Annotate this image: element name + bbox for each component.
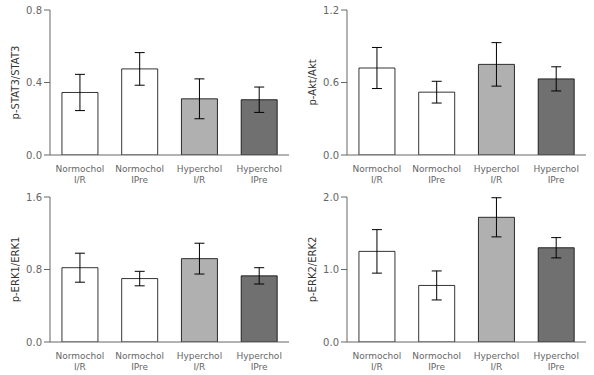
- svg-text:HypercholI/R: HypercholI/R: [474, 351, 520, 372]
- svg-text:HypercholI/R: HypercholI/R: [177, 164, 223, 185]
- svg-text:NormocholI/R: NormocholI/R: [56, 351, 105, 372]
- svg-text:HypercholI/R: HypercholI/R: [177, 351, 223, 372]
- svg-text:HypercholIPre: HypercholIPre: [236, 164, 282, 185]
- svg-text:0.8: 0.8: [26, 5, 42, 16]
- svg-text:p-Akt/Akt: p-Akt/Akt: [307, 59, 318, 105]
- svg-text:0.0: 0.0: [323, 337, 339, 348]
- svg-text:p-STAT3/STAT3: p-STAT3/STAT3: [10, 46, 21, 120]
- svg-text:0.0: 0.0: [26, 150, 42, 161]
- svg-text:1.6: 1.6: [26, 192, 42, 203]
- svg-text:NormocholI/R: NormocholI/R: [353, 351, 402, 372]
- svg-text:1.2: 1.2: [323, 5, 339, 16]
- svg-text:0.4: 0.4: [26, 77, 42, 88]
- svg-text:1.0: 1.0: [323, 264, 339, 275]
- svg-text:NormocholI/R: NormocholI/R: [56, 164, 105, 185]
- svg-text:HypercholI/R: HypercholI/R: [474, 164, 520, 185]
- svg-text:HypercholIPre: HypercholIPre: [533, 164, 579, 185]
- svg-text:0.0: 0.0: [26, 337, 42, 348]
- svg-text:NormocholI/R: NormocholI/R: [353, 164, 402, 185]
- svg-text:NormocholIPre: NormocholIPre: [115, 351, 164, 372]
- svg-text:0.0: 0.0: [323, 150, 339, 161]
- svg-text:0.8: 0.8: [26, 264, 42, 275]
- svg-text:NormocholIPre: NormocholIPre: [412, 164, 461, 185]
- svg-text:HypercholIPre: HypercholIPre: [236, 351, 282, 372]
- svg-text:NormocholIPre: NormocholIPre: [412, 351, 461, 372]
- svg-text:NormocholIPre: NormocholIPre: [115, 164, 164, 185]
- svg-text:HypercholIPre: HypercholIPre: [533, 351, 579, 372]
- svg-text:0.6: 0.6: [323, 77, 339, 88]
- svg-text:2.0: 2.0: [323, 192, 339, 203]
- svg-text:p-ERK1/ERK1: p-ERK1/ERK1: [10, 237, 21, 303]
- svg-text:p-ERK2/ERK2: p-ERK2/ERK2: [307, 237, 318, 303]
